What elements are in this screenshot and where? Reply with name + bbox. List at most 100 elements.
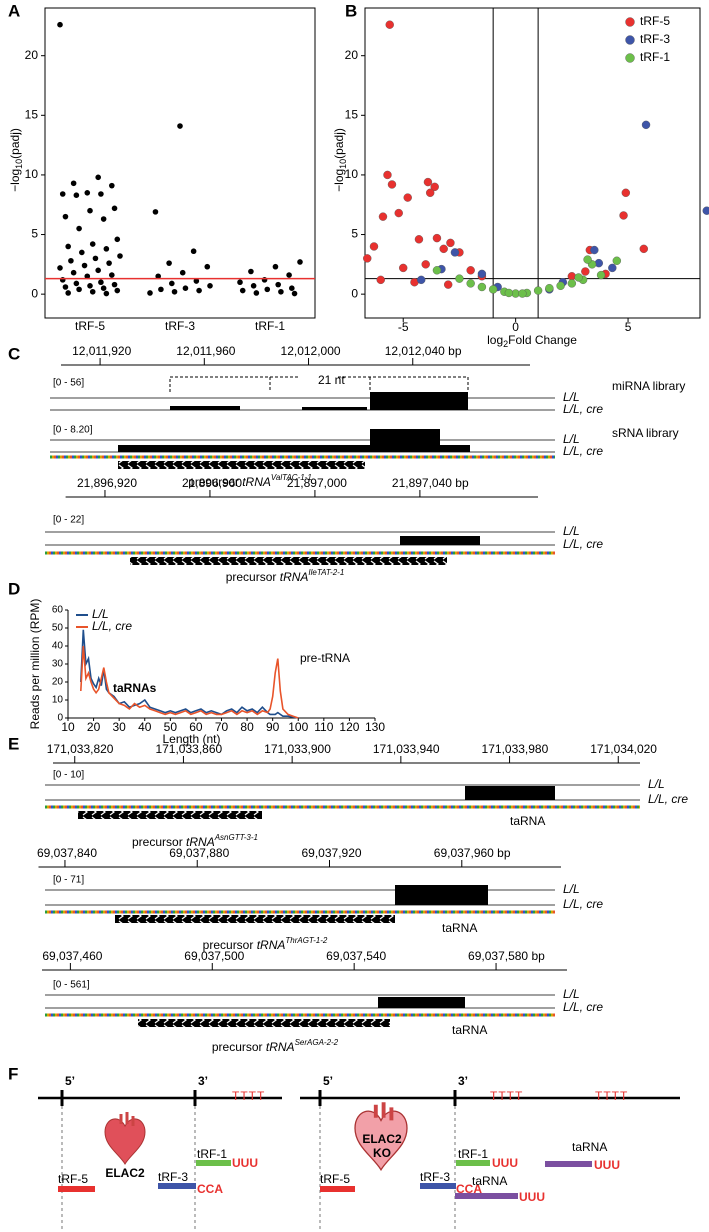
- point: [608, 263, 617, 273]
- point: [378, 212, 388, 221]
- x-tick-label: 30: [112, 720, 126, 734]
- point: [111, 205, 118, 212]
- point: [79, 249, 85, 256]
- point: [477, 282, 487, 292]
- point: [109, 182, 115, 189]
- x-tick-label: 90: [266, 720, 280, 734]
- track-label: L/L: [563, 524, 580, 538]
- point: [81, 262, 88, 269]
- gene-label-part: tRNA: [280, 570, 309, 584]
- gene-label-part: tRNA: [186, 835, 215, 849]
- point: [70, 180, 77, 187]
- point: [57, 265, 63, 271]
- axis-label-part: 10: [338, 159, 348, 169]
- point: [248, 268, 254, 275]
- track-label: L/L, cre: [563, 897, 603, 911]
- x-tick-label: -5: [398, 320, 409, 334]
- enzyme-label: ELAC2: [105, 1166, 145, 1180]
- legend-label: tRF-1: [640, 50, 670, 64]
- point: [702, 206, 709, 215]
- point: [297, 259, 303, 265]
- x-tick-label: 20: [87, 720, 101, 734]
- gene-label-part: precursor: [132, 835, 186, 849]
- point: [100, 285, 107, 291]
- axis-label-part: −log: [332, 169, 346, 192]
- point: [95, 267, 101, 274]
- data-range: [0 - 22]: [53, 515, 84, 526]
- track-label: L/L: [563, 882, 580, 896]
- point: [363, 254, 372, 263]
- annotation: 21 nt: [318, 373, 345, 387]
- point: [639, 244, 648, 254]
- coverage: [395, 885, 488, 905]
- point: [65, 290, 71, 296]
- ruler-label: 12,012,000: [281, 344, 341, 358]
- axis-label: Reads per million (RPM): [28, 599, 42, 730]
- series-line: [80, 629, 299, 719]
- point: [278, 288, 284, 295]
- end-label: 5’: [65, 1074, 75, 1088]
- track-label: L/L: [563, 432, 580, 446]
- ruler-label: 21,896,960: [182, 476, 242, 490]
- point: [574, 273, 583, 282]
- point: [182, 285, 189, 291]
- point: [286, 272, 292, 278]
- panel-label: A: [8, 1, 20, 20]
- track-label: L/L: [563, 390, 580, 404]
- point: [179, 269, 186, 276]
- point: [109, 272, 115, 278]
- annotation: taRNAs: [113, 681, 157, 695]
- point: [103, 246, 110, 252]
- y-tick-label: 10: [52, 695, 64, 706]
- point: [65, 243, 71, 250]
- coverage: [170, 406, 240, 410]
- point: [207, 283, 213, 289]
- gene-label: precursor tRNAThrAGT-1-2: [203, 936, 328, 952]
- enzyme-label: ELAC2: [362, 1132, 402, 1146]
- y-tick-label: 5: [31, 227, 38, 241]
- point: [62, 213, 69, 220]
- gene-model: [130, 557, 447, 565]
- plot-frame: [44, 7, 316, 319]
- point: [117, 253, 123, 259]
- track-label: L/L: [648, 777, 665, 791]
- ruler-label: 69,037,540: [326, 949, 386, 963]
- y-tick-label: 20: [25, 48, 39, 62]
- x-tick-label: 70: [215, 720, 229, 734]
- gene-label-part: precursor: [203, 938, 257, 952]
- point: [426, 188, 435, 198]
- track-label: L/L: [563, 987, 580, 1001]
- y-tick-label: 0: [31, 286, 38, 300]
- y-tick-label: 50: [52, 623, 64, 634]
- point: [76, 286, 82, 293]
- point: [73, 192, 80, 198]
- panel-label: B: [345, 1, 357, 20]
- gene-label-part: tRNA: [242, 475, 271, 489]
- end-label: 3’: [198, 1074, 208, 1088]
- point: [581, 267, 590, 276]
- x-tick-label: 110: [314, 720, 333, 734]
- x-tick-label: 80: [240, 720, 254, 734]
- point: [239, 287, 246, 294]
- ruler-label: 171,033,980: [482, 742, 549, 756]
- coverage: [118, 445, 470, 452]
- point: [95, 174, 101, 181]
- point: [152, 209, 159, 215]
- point: [423, 177, 433, 187]
- y-tick-label: 10: [345, 167, 359, 181]
- point: [383, 170, 392, 180]
- track-label: L/L, cre: [563, 402, 603, 416]
- heart-shape: [354, 1110, 408, 1172]
- x-tick-label: 0: [512, 320, 519, 334]
- data-range: [0 - 56]: [53, 378, 84, 389]
- point: [98, 191, 104, 197]
- annotation: pre-tRNA: [300, 651, 350, 665]
- gene-label-part: precursor: [226, 570, 280, 584]
- point: [100, 216, 107, 222]
- panel-label: D: [8, 579, 20, 598]
- ruler-label: 69,037,960 bp: [434, 846, 511, 860]
- y-tick-label: 10: [25, 167, 39, 181]
- heart-shape: [104, 1118, 146, 1165]
- point: [57, 21, 63, 28]
- point: [477, 269, 487, 279]
